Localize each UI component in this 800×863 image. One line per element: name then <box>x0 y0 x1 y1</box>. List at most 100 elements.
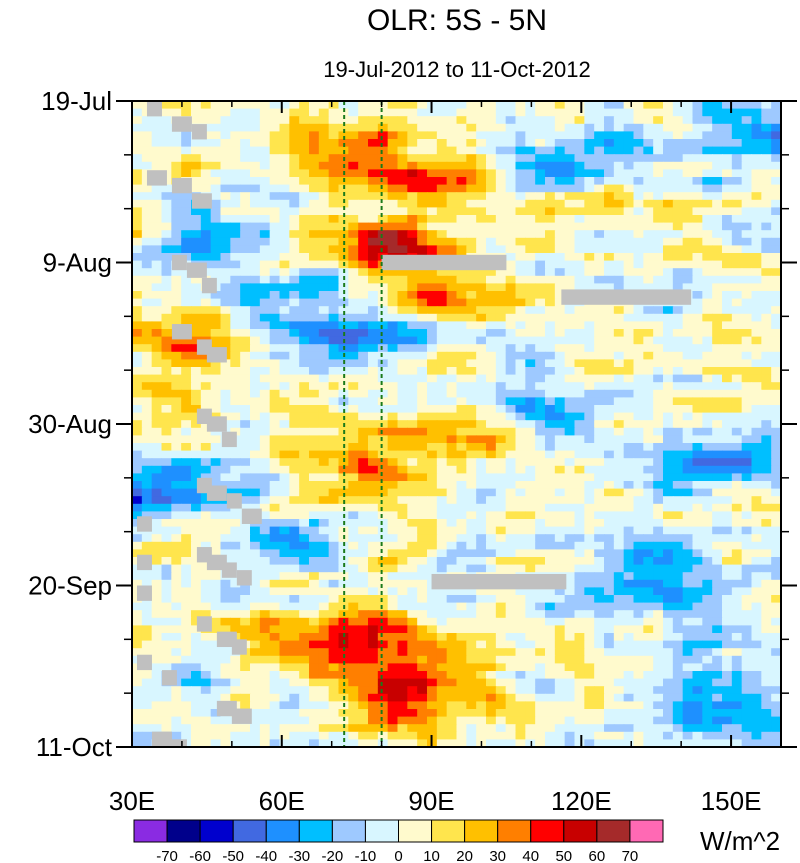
field-cell <box>761 298 772 307</box>
field-cell <box>633 253 644 262</box>
field-cell <box>682 351 694 360</box>
field-cell <box>604 116 615 125</box>
field-cell <box>633 154 644 163</box>
field-cell <box>751 101 762 110</box>
field-cell <box>672 435 684 444</box>
field-cell <box>368 359 379 368</box>
field-cell <box>210 321 222 330</box>
field-cell <box>505 237 517 246</box>
field-cell <box>505 253 517 262</box>
field-cell <box>525 648 536 657</box>
field-cell <box>741 336 753 345</box>
field-cell <box>230 602 241 611</box>
field-cell <box>682 633 694 642</box>
field-cell <box>545 336 556 345</box>
field-cell <box>525 610 536 619</box>
field-cell <box>741 397 753 406</box>
field-cell <box>397 108 408 117</box>
field-cell <box>358 108 369 117</box>
field-cell <box>663 541 674 550</box>
field-cell <box>741 458 753 467</box>
field-cell <box>486 671 497 680</box>
field-cell <box>348 260 359 269</box>
field-cell <box>761 443 772 452</box>
field-cell <box>682 192 694 201</box>
field-cell <box>564 503 576 512</box>
field-cell <box>525 511 536 520</box>
field-cell <box>338 199 349 208</box>
field-cell <box>309 184 320 193</box>
field-cell <box>751 146 762 155</box>
field-cell <box>161 291 172 300</box>
field-cell <box>594 237 605 246</box>
field-cell <box>505 230 517 239</box>
field-cell <box>250 663 261 672</box>
field-cell <box>407 389 418 398</box>
field-cell <box>446 123 458 132</box>
field-cell <box>623 329 635 338</box>
field-cell <box>191 116 202 125</box>
field-cell <box>338 367 349 376</box>
field-cell <box>269 405 281 414</box>
field-cell <box>535 321 546 330</box>
field-cell <box>623 610 635 619</box>
field-cell <box>259 572 271 581</box>
field-cell <box>348 108 359 117</box>
field-cell <box>751 397 762 406</box>
field-cell <box>495 116 507 125</box>
field-cell <box>505 610 517 619</box>
field-cell <box>338 458 349 467</box>
field-cell <box>554 526 566 535</box>
field-cell <box>653 389 664 398</box>
field-cell <box>535 101 546 110</box>
field-cell <box>751 222 762 231</box>
field-cell <box>564 602 576 611</box>
field-cell <box>407 382 418 391</box>
field-cell <box>377 367 389 376</box>
field-cell <box>613 443 625 452</box>
field-cell <box>672 488 684 497</box>
field-cell <box>633 237 644 246</box>
field-cell <box>574 154 585 163</box>
field-cell <box>525 291 536 300</box>
field-cell <box>731 655 743 664</box>
field-cell <box>358 511 369 520</box>
field-cell <box>702 564 713 573</box>
field-cell <box>741 549 753 558</box>
field-cell <box>456 192 467 201</box>
field-cell <box>299 633 310 642</box>
field-cell <box>456 526 467 535</box>
field-cell <box>574 321 585 330</box>
field-cell <box>564 640 576 649</box>
field-cell <box>456 321 467 330</box>
field-cell <box>191 374 202 383</box>
field-cell <box>279 116 290 125</box>
field-cell <box>505 268 517 277</box>
field-cell <box>505 564 517 573</box>
field-cell <box>210 405 222 414</box>
field-cell <box>505 640 517 649</box>
field-cell <box>633 367 644 376</box>
field-cell <box>191 443 202 452</box>
field-cell <box>141 192 153 201</box>
field-cell <box>279 640 290 649</box>
field-cell <box>397 405 408 414</box>
field-cell <box>240 169 251 178</box>
field-cell <box>377 116 389 125</box>
field-cell <box>731 519 743 528</box>
field-cell <box>476 534 487 543</box>
field-cell <box>132 298 143 307</box>
field-cell <box>604 412 615 421</box>
field-cell <box>309 405 320 414</box>
field-cell <box>633 663 644 672</box>
field-cell <box>240 298 251 307</box>
field-cell <box>200 579 212 588</box>
field-cell <box>348 253 359 262</box>
field-cell <box>269 139 281 148</box>
field-cell <box>525 374 536 383</box>
field-cell <box>368 275 379 284</box>
field-cell <box>653 602 664 611</box>
field-cell <box>486 397 497 406</box>
field-cell <box>427 481 438 490</box>
field-cell <box>161 397 172 406</box>
